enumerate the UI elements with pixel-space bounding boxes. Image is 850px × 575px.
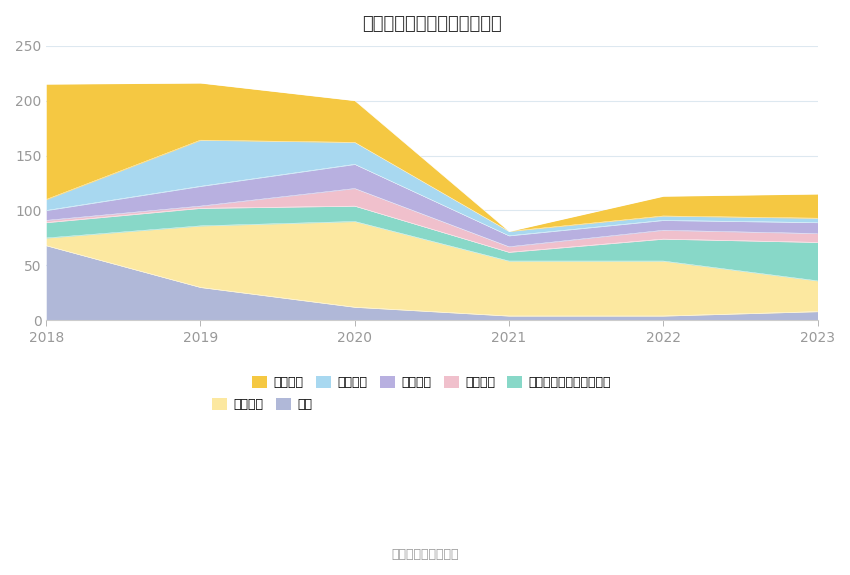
Text: 数据来源：恒生聚源: 数据来源：恒生聚源 bbox=[391, 548, 459, 561]
Title: 历年主要负债堆积图（亿元）: 历年主要负债堆积图（亿元） bbox=[362, 15, 501, 33]
Legend: 长期借款, 其它: 长期借款, 其它 bbox=[207, 393, 317, 416]
